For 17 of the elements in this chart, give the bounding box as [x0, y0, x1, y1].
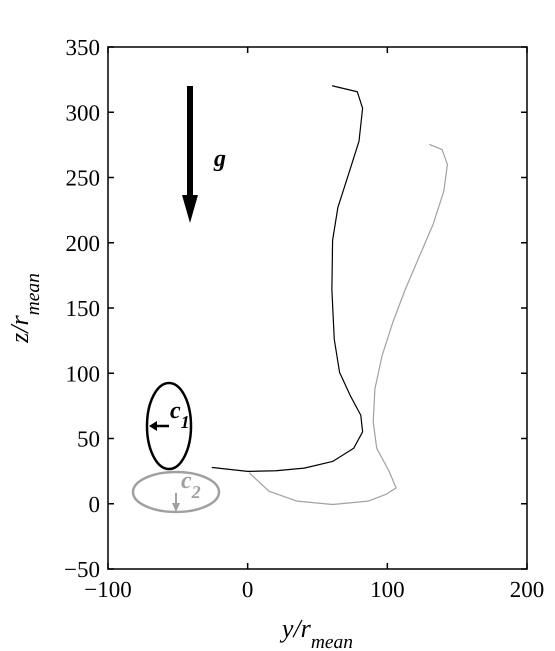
annotation: g [213, 146, 226, 172]
y-tick-label: 200 [66, 230, 100, 256]
y-tick-label: 300 [66, 100, 100, 126]
y-tick-label: 150 [66, 296, 100, 322]
y-tick-label: 350 [66, 35, 100, 60]
x-tick-label: 0 [242, 577, 254, 602]
y-tick-label: 250 [66, 166, 100, 191]
annotation: c$_{1}$ [170, 398, 190, 432]
annotation: c$_{2}$ [181, 468, 201, 502]
y-tick-label: 100 [66, 361, 100, 386]
x-tick-label: 100 [370, 577, 405, 602]
line-series [248, 144, 448, 506]
y-tick-label: 0 [88, 492, 100, 517]
line-series [212, 85, 364, 472]
x-tick-label: 200 [510, 577, 544, 602]
y-tick-label: 50 [77, 426, 100, 452]
x-axis-title: y/r$_{mean}$ [278, 614, 354, 651]
